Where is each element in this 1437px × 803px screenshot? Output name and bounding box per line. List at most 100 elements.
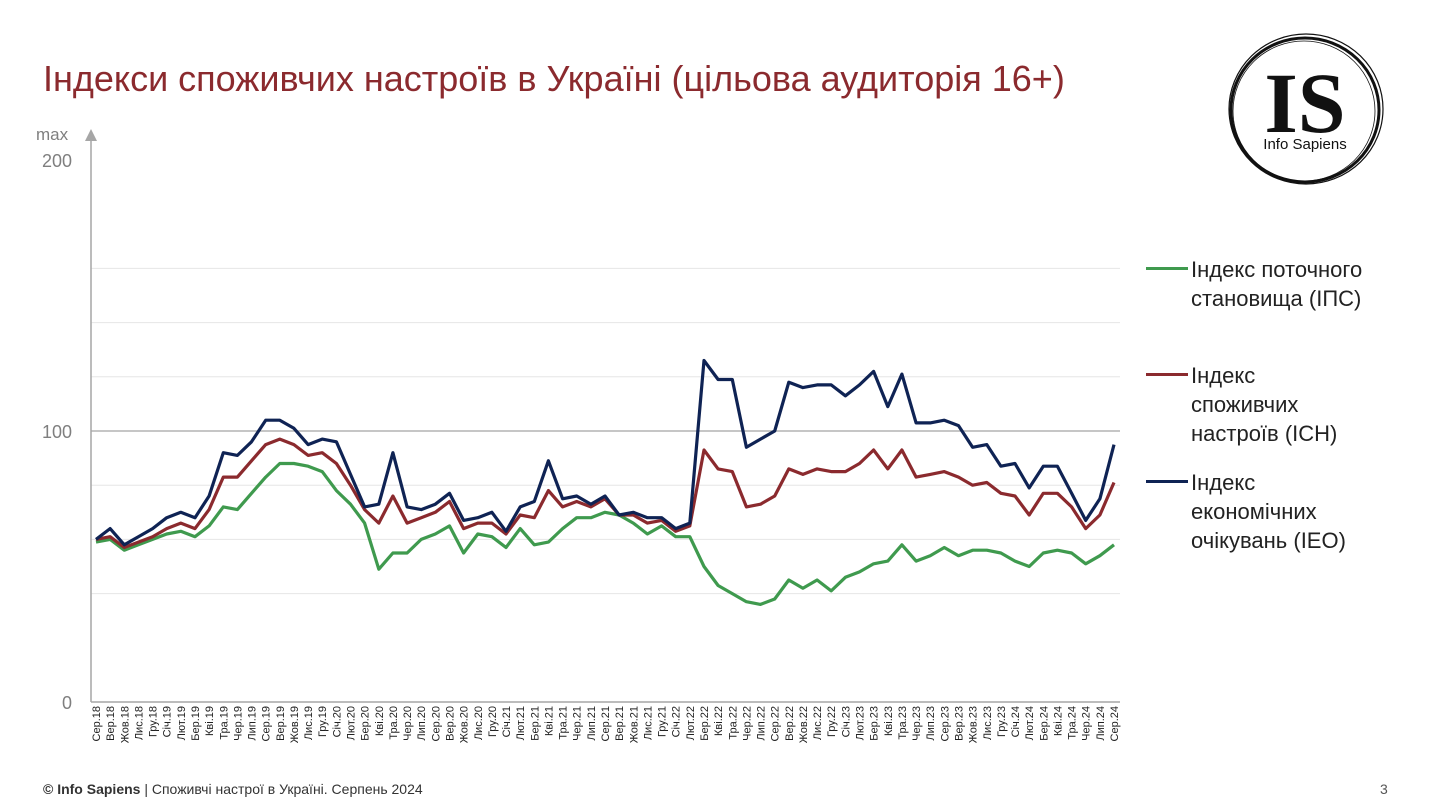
- x-tick-label: Лис.21: [642, 706, 654, 740]
- x-tick-label: Сер.18: [91, 706, 103, 741]
- x-tick-label: Кві.23: [883, 706, 895, 736]
- x-tick-label: Чер.19: [232, 706, 244, 741]
- x-tick-label: Вер.19: [275, 706, 287, 741]
- legend-label: Індекс економічних очікувань (ІЕО): [1191, 468, 1401, 555]
- legend-swatch: [1146, 480, 1188, 483]
- x-tick-label: Жов.22: [798, 706, 810, 743]
- x-tick-label: Лип.22: [756, 706, 768, 741]
- x-tick-label: Вер.21: [614, 706, 626, 741]
- x-tick-label: Бер.19: [190, 706, 202, 741]
- x-tick-label: Січ.24: [1010, 706, 1022, 737]
- x-tick-label: Лис.19: [303, 706, 315, 740]
- legend-label-line: споживчих: [1191, 392, 1299, 417]
- x-tick-label: Гру.21: [657, 706, 669, 737]
- page-number: 3: [1380, 781, 1388, 797]
- x-tick-label: Сер.21: [600, 706, 612, 741]
- x-tick-label: Бер.24: [1038, 706, 1050, 741]
- legend-swatch: [1146, 267, 1188, 270]
- legend-label: Індекс споживчих настроїв (ІСН): [1191, 361, 1401, 448]
- x-tick-label: Жов.21: [628, 706, 640, 743]
- x-tick-label: Кві.19: [204, 706, 216, 736]
- x-tick-label: Сер.22: [770, 706, 782, 741]
- x-tick-label: Лют.22: [685, 706, 697, 740]
- x-tick-label: Січ.20: [331, 706, 343, 737]
- x-tick-label: Січ.22: [671, 706, 683, 737]
- x-tick-label: Жов.23: [968, 706, 980, 743]
- x-tick-label: Лют.23: [855, 706, 867, 740]
- x-tick-label: Кві.22: [713, 706, 725, 736]
- x-tick-label: Лют.19: [176, 706, 188, 740]
- x-tick-label: Лип.24: [1095, 706, 1107, 741]
- x-tick-label: Лют.20: [346, 706, 358, 740]
- page-title: Індекси споживчих настроїв в Україні (ці…: [43, 58, 1065, 99]
- x-tick-label: Тра.21: [558, 706, 570, 740]
- x-tick-label: Тра.23: [897, 706, 909, 740]
- legend-item: Індекс поточного становища (ІПС): [1146, 255, 1401, 313]
- footer-copyright: © Info Sapiens: [43, 781, 141, 797]
- x-tick-label: Вер.22: [784, 706, 796, 741]
- legend-label-line: Індекс поточного: [1191, 257, 1363, 282]
- x-tick-label: Сер.19: [261, 706, 273, 741]
- x-tick-label: Січ.19: [162, 706, 174, 737]
- series-line-1: [95, 461, 1115, 607]
- info-sapiens-logo: IS Info Sapiens: [1228, 33, 1384, 185]
- y-tick-labels: 200 100 0: [42, 151, 72, 713]
- gridlines: [91, 267, 1120, 595]
- x-tick-label: Тра.22: [727, 706, 739, 740]
- x-tick-label: Бер.23: [869, 706, 881, 741]
- x-tick-label: Сер.20: [430, 706, 442, 741]
- x-tick-label: Жов.19: [289, 706, 301, 743]
- series-line-2: [95, 437, 1116, 550]
- x-tick-label: Тра.20: [388, 706, 400, 740]
- x-tick-label: Чер.22: [741, 706, 753, 741]
- y-axis-max-label: max: [36, 125, 69, 144]
- x-tick-label: Чер.23: [911, 706, 923, 741]
- legend-label-line: Індекс: [1191, 363, 1256, 388]
- legend-label-line: Індекс: [1191, 470, 1256, 495]
- x-tick-label: Лис.23: [982, 706, 994, 740]
- x-tick-label: Чер.20: [402, 706, 414, 741]
- y-tick-label: 100: [42, 422, 72, 442]
- series-line-3: [95, 358, 1116, 547]
- x-tick-label: Січ.23: [840, 706, 852, 737]
- x-tick-label: Гру.19: [317, 706, 329, 737]
- y-tick-label: 0: [62, 693, 72, 713]
- x-tick-label: Сер.24: [1109, 706, 1121, 741]
- x-tick-label: Лип.23: [925, 706, 937, 741]
- legend-label-line: настроїв (ІСН): [1191, 421, 1338, 446]
- x-tick-label: Кві.21: [543, 706, 555, 736]
- footer: © Info Sapiens | Споживчі настрої в Укра…: [43, 781, 423, 797]
- x-tick-label: Кві.24: [1052, 706, 1064, 736]
- x-tick-label: Лис.18: [133, 706, 145, 740]
- x-tick-label: Лип.19: [247, 706, 259, 741]
- x-tick-label: Лют.24: [1024, 706, 1036, 740]
- legend-swatch: [1146, 373, 1188, 376]
- legend-label-line: очікувань (ІЕО): [1191, 528, 1346, 553]
- y-tick-label: 200: [42, 151, 72, 171]
- x-tick-label: Вер.23: [953, 706, 965, 741]
- series-lines: [95, 358, 1116, 607]
- x-tick-label: Гру.18: [148, 706, 160, 737]
- x-tick-label: Лип.20: [416, 706, 428, 741]
- x-tick-label: Бер.21: [529, 706, 541, 741]
- x-tick-label: Лис.20: [473, 706, 485, 740]
- logo-wordmark: Info Sapiens: [1263, 136, 1346, 153]
- legend-item: Індекс споживчих настроїв (ІСН): [1146, 361, 1401, 448]
- x-tick-label: Лис.22: [812, 706, 824, 740]
- legend-label-line: становища (ІПС): [1191, 286, 1362, 311]
- axes: max: [36, 125, 1120, 703]
- x-tick-labels: Сер.18 Вер.18 Жов.18 Лис.18 Гру.18 Січ.19 Лют.…: [91, 706, 1121, 743]
- legend-label: Індекс поточного становища (ІПС): [1191, 255, 1401, 313]
- x-tick-label: Гру.20: [487, 706, 499, 737]
- x-tick-label: Чер.24: [1081, 706, 1093, 741]
- x-tick-label: Жов.18: [119, 706, 131, 743]
- x-tick-label: Кві.20: [374, 706, 386, 736]
- x-tick-label: Жов.20: [459, 706, 471, 743]
- legend-item: Індекс економічних очікувань (ІЕО): [1146, 468, 1401, 555]
- x-tick-label: Лип.21: [586, 706, 598, 741]
- x-tick-label: Бер.22: [699, 706, 711, 741]
- x-tick-label: Вер.20: [444, 706, 456, 741]
- x-tick-label: Бер.20: [360, 706, 372, 741]
- x-tick-label: Вер.18: [105, 706, 117, 741]
